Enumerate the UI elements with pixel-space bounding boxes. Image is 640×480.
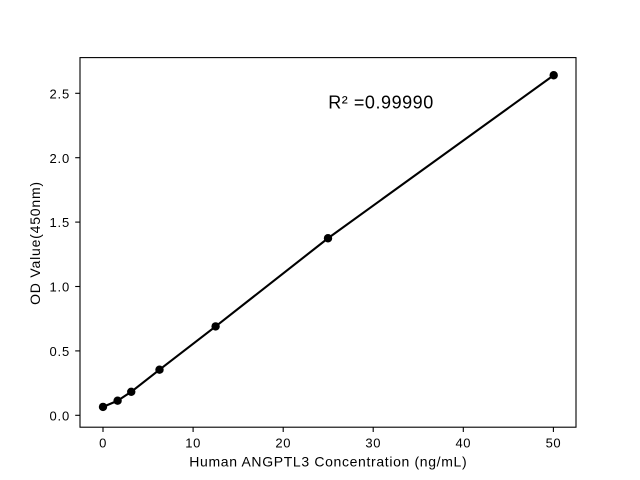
svg-text:OD Value(450nm): OD Value(450nm) bbox=[27, 181, 43, 305]
svg-text:2.5: 2.5 bbox=[50, 86, 70, 101]
svg-text:R² =0.99990: R² =0.99990 bbox=[328, 92, 434, 112]
svg-text:10: 10 bbox=[185, 436, 201, 451]
svg-text:20: 20 bbox=[275, 436, 291, 451]
svg-text:Human ANGPTL3 Concentration (n: Human ANGPTL3 Concentration (ng/mL) bbox=[189, 453, 467, 469]
svg-text:0: 0 bbox=[99, 436, 107, 451]
svg-text:50: 50 bbox=[546, 436, 562, 451]
svg-text:40: 40 bbox=[455, 436, 471, 451]
svg-text:0.0: 0.0 bbox=[50, 408, 70, 423]
svg-text:1.5: 1.5 bbox=[50, 215, 70, 230]
svg-text:0.5: 0.5 bbox=[50, 344, 70, 359]
svg-text:1.0: 1.0 bbox=[50, 280, 70, 295]
svg-text:30: 30 bbox=[365, 436, 381, 451]
svg-text:2.0: 2.0 bbox=[50, 151, 70, 166]
